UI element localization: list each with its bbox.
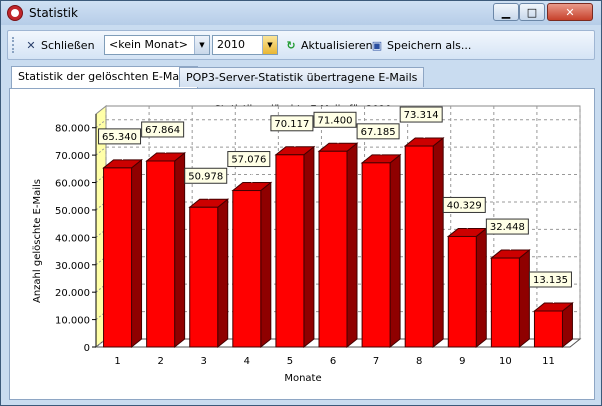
value-label-box: [399, 106, 443, 123]
bar: [490, 257, 520, 348]
x-tick-label: 9: [459, 356, 465, 367]
window-title: Statistik: [29, 6, 78, 20]
value-label-box: [442, 196, 486, 213]
bar-side: [303, 145, 315, 349]
value-label-box: [356, 123, 400, 140]
bar: [275, 154, 305, 348]
value-label: 40.329: [447, 200, 482, 211]
year-select-value: 2010: [217, 38, 245, 51]
value-label: 13.135: [533, 275, 568, 286]
y-tick-label: 10.000: [55, 316, 90, 327]
chart-panel: Statistik gelöschte E-Mails für 2010010.…: [9, 88, 595, 400]
bar: [146, 160, 176, 348]
y-tick-label: 40.000: [55, 233, 90, 244]
value-label-box: [313, 111, 357, 128]
value-label: 71.400: [318, 115, 353, 126]
toolbar: ✕ Schließen <kein Monat> ▼ 2010 ▼ ↻ Aktual…: [7, 30, 595, 60]
bar-side: [475, 227, 487, 349]
month-select[interactable]: <kein Monat> ▼: [104, 35, 210, 55]
x-tick-label: 7: [373, 356, 379, 367]
y-tick-label: 20.000: [55, 288, 90, 299]
value-label-box: [184, 167, 228, 184]
bar: [189, 206, 219, 348]
x-tick-label: 10: [499, 356, 512, 367]
y-tick-label: 50.000: [55, 206, 90, 217]
save-as-button[interactable]: ▣ Speichern als...: [370, 38, 472, 54]
value-label: 67.185: [361, 127, 396, 138]
bar: [447, 235, 477, 348]
value-label-box: [98, 128, 142, 145]
bar-side: [217, 198, 229, 349]
month-select-value: <kein Monat>: [109, 38, 188, 51]
value-label: 50.978: [188, 171, 223, 182]
title-bar: Statistik ▁ □ ✕: [1, 1, 601, 25]
close-button-label: Schließen: [41, 39, 95, 52]
app-icon: [7, 5, 23, 21]
bar-side: [346, 142, 358, 349]
x-tick-label: 11: [542, 356, 555, 367]
x-tick-label: 6: [330, 356, 336, 367]
value-label: 73.314: [404, 110, 439, 121]
x-tick-label: 5: [287, 356, 293, 367]
value-label-box: [485, 218, 529, 235]
refresh-icon: ↻: [286, 39, 296, 52]
value-label-box: [528, 271, 572, 288]
tab-deleted-emails[interactable]: Statistik der gelöschten E-Mails: [11, 66, 198, 88]
refresh-button-label: Aktualisieren: [301, 39, 373, 52]
x-tick-label: 2: [157, 356, 163, 367]
tab-strip: Statistik der gelöschten E-Mails POP3-Se…: [11, 66, 595, 89]
maximize-button[interactable]: □: [519, 3, 545, 21]
bar: [533, 310, 563, 348]
bar-side: [432, 136, 444, 349]
bar: [232, 190, 262, 348]
value-label: 65.340: [102, 132, 137, 143]
tab-pop3-server[interactable]: POP3-Server-Statistik übertragene E-Mail…: [179, 67, 425, 87]
floppy-disk-icon: ▣: [371, 39, 383, 52]
value-label: 32.448: [490, 222, 525, 233]
bar: [318, 150, 348, 348]
toolbar-grip[interactable]: [12, 37, 17, 53]
x-axis-label: Monate: [284, 373, 321, 384]
bar: [361, 162, 391, 348]
y-tick-label: 30.000: [55, 261, 90, 272]
bar-chart: Statistik gelöschte E-Mails für 2010010.…: [32, 104, 582, 384]
x-tick-label: 3: [201, 356, 207, 367]
year-select[interactable]: 2010 ▼: [212, 35, 278, 55]
value-label: 70.117: [274, 119, 309, 130]
x-tick-label: 8: [416, 356, 422, 367]
bar-side: [131, 158, 143, 349]
refresh-button[interactable]: ↻ Aktualisieren: [284, 38, 373, 54]
bar: [103, 167, 133, 348]
bar: [404, 145, 434, 348]
chevron-down-icon[interactable]: ▼: [194, 36, 209, 54]
bar-side: [389, 153, 401, 349]
close-window-button[interactable]: ✕: [547, 3, 593, 21]
x-tick-label: 1: [114, 356, 120, 367]
close-button[interactable]: ✕ Schließen: [24, 38, 95, 54]
value-label-box: [270, 115, 314, 132]
bar-side: [518, 249, 530, 349]
chevron-down-icon[interactable]: ▼: [262, 36, 277, 54]
bar-side: [260, 181, 272, 349]
y-tick-label: 70.000: [55, 151, 90, 162]
minimize-button[interactable]: ▁: [493, 3, 519, 21]
y-tick-label: 0: [84, 343, 90, 354]
value-label: 57.076: [231, 155, 266, 166]
bar-side: [174, 151, 186, 349]
y-tick-label: 60.000: [55, 179, 90, 190]
x-tick-label: 4: [244, 356, 250, 367]
save-as-button-label: Speichern als...: [387, 39, 472, 52]
value-label: 67.864: [145, 125, 180, 136]
y-tick-label: 80.000: [55, 124, 90, 135]
close-x-icon: ✕: [26, 39, 36, 52]
value-label-box: [227, 151, 271, 168]
value-label-box: [141, 121, 185, 138]
y-axis-label: Anzahl gelöschte E-Mails: [32, 179, 43, 303]
